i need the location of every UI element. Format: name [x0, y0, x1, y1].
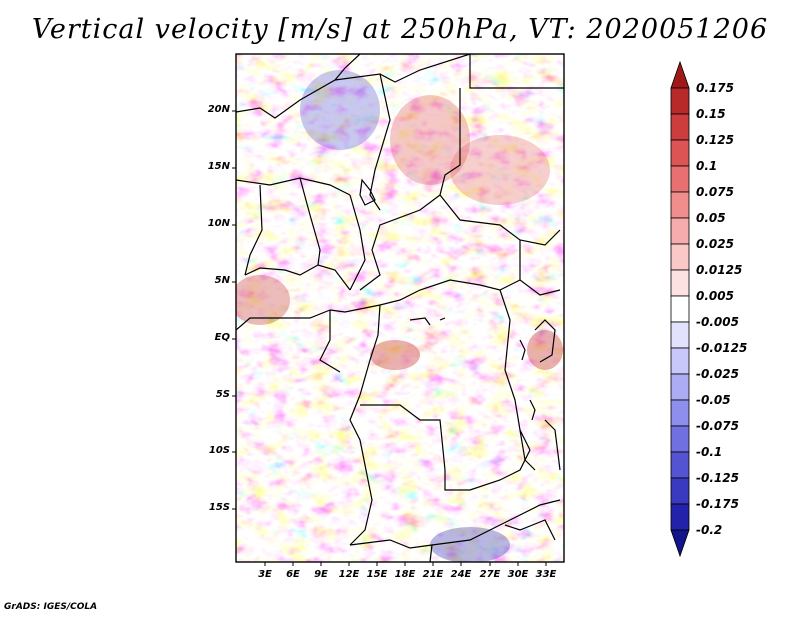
lon-label: 18E: [394, 569, 416, 580]
colorbar-segment: [670, 243, 690, 271]
lat-label: 20N: [207, 104, 230, 115]
velocity-field: [236, 54, 564, 562]
colorbar-label: -0.175: [696, 497, 739, 511]
colorbar-segment: [670, 139, 690, 167]
colorbar-segment: [670, 295, 690, 323]
colorbar-label: -0.0125: [696, 341, 748, 355]
colorbar-segment: [670, 269, 690, 297]
lon-label: 27E: [479, 569, 501, 580]
axis-ticks: [232, 110, 547, 566]
colorbar-label: -0.125: [696, 471, 739, 485]
colorbar-label: -0.005: [696, 315, 739, 329]
lat-label: EQ: [214, 332, 230, 343]
colorbar-label: 0.175: [696, 81, 734, 95]
lon-label: 24E: [450, 569, 472, 580]
colorbar: [670, 60, 690, 558]
colorbar-label: 0.0125: [696, 263, 743, 277]
lon-label: 15E: [366, 569, 388, 580]
colorbar-label: 0.075: [696, 185, 734, 199]
colorbar-segment: [670, 321, 690, 349]
colorbar-segment: [670, 87, 690, 115]
map-title: Vertical velocity [m/s] at 250hPa, VT: 2…: [31, 14, 769, 45]
colorbar-segment: [670, 373, 690, 401]
colorbar-label: -0.05: [696, 393, 731, 407]
lat-label: 10N: [207, 218, 230, 229]
colorbar-label: 0.025: [696, 237, 734, 251]
map-frame: [235, 53, 565, 563]
lon-label: 6E: [286, 569, 300, 580]
lon-label: 33E: [535, 569, 557, 580]
colorbar-top-arrow: [670, 60, 690, 89]
colorbar-label: -0.1: [696, 445, 723, 459]
colorbar-segment: [670, 347, 690, 375]
colorbar-label: -0.025: [696, 367, 739, 381]
colorbar-segment: [670, 217, 690, 245]
colorbar-segment: [670, 399, 690, 427]
colorbar-label: -0.2: [696, 523, 723, 537]
credit-text: GrADS: IGES/COLA: [4, 602, 98, 612]
colorbar-segment: [670, 425, 690, 453]
colorbar-segment: [670, 113, 690, 141]
colorbar-label: 0.05: [696, 211, 726, 225]
colorbar-segment: [670, 191, 690, 219]
lat-label: 10S: [208, 445, 230, 456]
lon-label: 9E: [314, 569, 328, 580]
colorbar-label: 0.15: [696, 107, 726, 121]
colorbar-segment: [670, 451, 690, 479]
colorbar-label: 0.1: [696, 159, 718, 173]
colorbar-label: 0.125: [696, 133, 734, 147]
lon-label: 12E: [338, 569, 360, 580]
colorbar-bottom-arrow: [670, 529, 690, 558]
colorbar-segment: [670, 503, 690, 531]
colorbar-segment: [670, 165, 690, 193]
lon-label: 30E: [507, 569, 529, 580]
lat-label: 5S: [215, 389, 230, 400]
lat-label: 15N: [207, 161, 230, 172]
lon-label: 3E: [258, 569, 272, 580]
colorbar-segment: [670, 477, 690, 505]
country-borders: [236, 54, 564, 562]
colorbar-label: 0.005: [696, 289, 734, 303]
lat-label: 15S: [208, 502, 230, 513]
colorbar-label: -0.075: [696, 419, 739, 433]
lon-label: 21E: [422, 569, 444, 580]
lat-label: 5N: [214, 275, 230, 286]
